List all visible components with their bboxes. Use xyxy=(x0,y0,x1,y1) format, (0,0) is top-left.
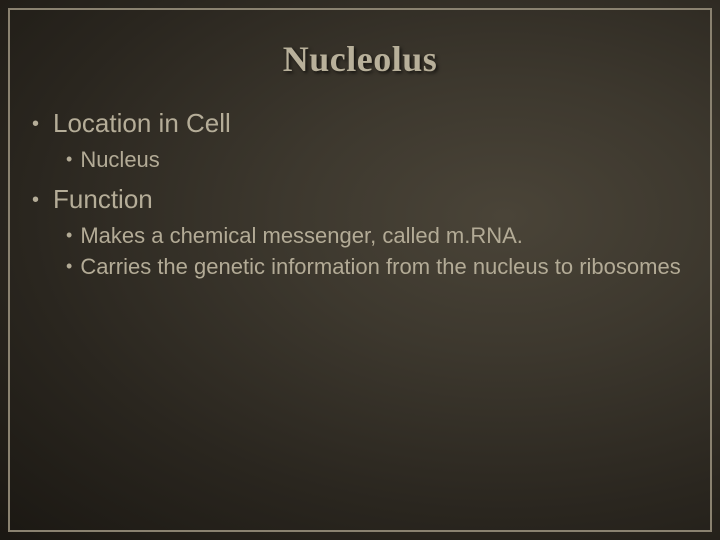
list-item: • Makes a chemical messenger, called m.R… xyxy=(66,222,694,250)
item-text: Nucleus xyxy=(80,146,694,174)
bullet-icon: • xyxy=(66,253,72,280)
slide-title: Nucleolus xyxy=(26,38,694,80)
heading-text: Location in Cell xyxy=(53,108,231,139)
slide: Nucleolus • Location in Cell • Nucleus •… xyxy=(0,0,720,540)
section-function: • Function • Makes a chemical messenger,… xyxy=(32,184,694,281)
bullet-icon: • xyxy=(32,108,39,140)
section-heading: • Location in Cell xyxy=(32,108,694,140)
bullet-icon: • xyxy=(66,222,72,249)
heading-text: Function xyxy=(53,184,153,215)
slide-frame: Nucleolus • Location in Cell • Nucleus •… xyxy=(8,8,712,532)
bullet-icon: • xyxy=(66,146,72,173)
item-text: Carries the genetic information from the… xyxy=(80,253,694,281)
slide-content: • Location in Cell • Nucleus • Function … xyxy=(26,108,694,281)
section-location: • Location in Cell • Nucleus xyxy=(32,108,694,174)
bullet-icon: • xyxy=(32,184,39,216)
list-item: • Nucleus xyxy=(66,146,694,174)
item-text: Makes a chemical messenger, called m.RNA… xyxy=(80,222,694,250)
list-item: • Carries the genetic information from t… xyxy=(66,253,694,281)
section-heading: • Function xyxy=(32,184,694,216)
